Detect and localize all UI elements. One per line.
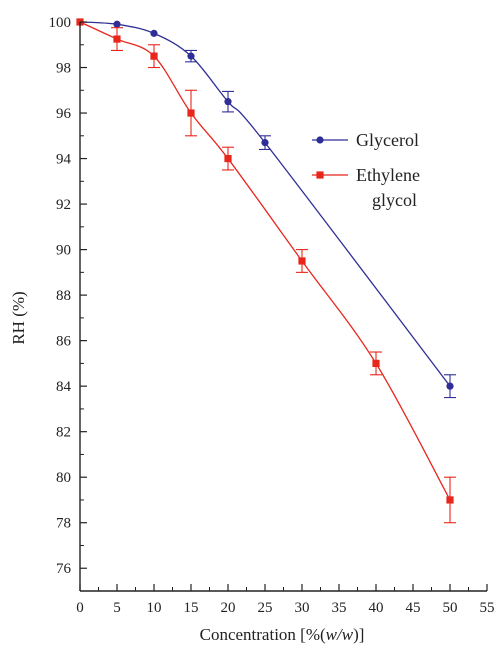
legend-ethylene-glycol-label: Ethylene [356, 165, 420, 185]
y-tick-label: 76 [56, 561, 72, 577]
glycerol-line [79, 21, 451, 387]
ethylene-glycol-point [113, 35, 121, 43]
plot-area [76, 18, 456, 524]
x-tick-label: 55 [480, 600, 495, 616]
y-tick-label: 98 [56, 61, 71, 77]
x-tick-label: 5 [113, 600, 121, 616]
y-tick-label: 86 [56, 334, 72, 350]
y-tick-label: 94 [56, 152, 72, 168]
y-tick-label: 100 [49, 15, 72, 31]
ethylene-glycol-point [224, 154, 232, 163]
y-tick-label: 82 [56, 425, 71, 441]
ethylene-glycol-line [79, 21, 451, 501]
glycerol-point [446, 382, 454, 390]
y-tick-label: 88 [56, 288, 71, 304]
x-axis-title: Concentration [%(w/w)] [200, 625, 365, 644]
x-tick-label: 15 [184, 600, 199, 616]
y-tick-label: 80 [56, 470, 71, 486]
x-tick-label: 25 [258, 600, 273, 616]
legend-ethylene-glycol-label: glycol [372, 190, 417, 210]
y-tick-label: 78 [56, 516, 71, 532]
legend-glycerol-label: Glycerol [356, 130, 419, 150]
y-axis-title: RH (%) [9, 291, 28, 344]
y-tick-label: 96 [56, 106, 72, 122]
ethylene-glycol-point [446, 496, 454, 504]
legend-glycerol-marker [316, 136, 324, 144]
glycerol-point [261, 139, 269, 147]
x-tick-label: 10 [147, 600, 162, 616]
glycerol-point [150, 29, 158, 37]
x-tick-label: 35 [332, 600, 347, 616]
glycerol-point [187, 52, 195, 60]
ethylene-glycol-point [298, 257, 306, 265]
y-tick-label: 84 [56, 379, 72, 395]
ethylene-glycol-point [187, 109, 195, 117]
x-tick-label: 50 [443, 600, 458, 616]
x-tick-label: 30 [295, 600, 310, 616]
x-tick-label: 20 [221, 600, 236, 616]
legend: Glycerol Ethylene glycol [312, 130, 420, 210]
x-tick-label: 0 [76, 600, 84, 616]
ethylene-glycol-point [150, 52, 158, 60]
y-tick-label: 90 [56, 243, 71, 259]
x-tick-label: 45 [406, 600, 421, 616]
x-axis-title-text: Concentration [%( [200, 625, 326, 644]
x-tick-label: 40 [369, 600, 384, 616]
x-axis-title-italic: w/w [326, 625, 354, 644]
ethylene-glycol-point [372, 359, 380, 367]
glycerol-point [113, 20, 121, 28]
x-axis-title-text: )] [353, 625, 364, 644]
y-tick-label: 92 [56, 197, 71, 213]
legend-ethylene-glycol-marker [316, 171, 324, 179]
glycerol-point [224, 98, 232, 106]
axes: 0 5 10 15 20 25 30 35 40 45 50 55 76 78 80 82 84 86 88 90 92… [49, 15, 495, 616]
